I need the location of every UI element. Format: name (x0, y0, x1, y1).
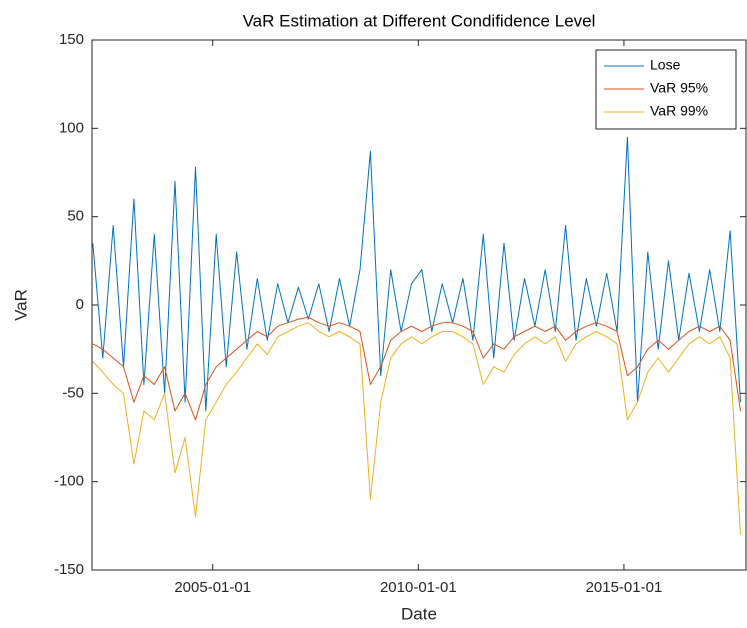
legend-label: VaR 95% (650, 80, 708, 96)
y-tick-label: 50 (67, 208, 84, 225)
legend-box (595, 49, 737, 130)
series-line (92, 322, 741, 535)
x-tick-label: 2005-01-01 (174, 579, 251, 596)
series-line (92, 316, 741, 421)
y-tick-label: -50 (62, 384, 84, 401)
legend-label: VaR 99% (650, 103, 708, 119)
chart-title: VaR Estimation at Different Condifidence… (243, 11, 596, 30)
y-tick-label: -150 (54, 561, 84, 578)
legend-label: Lose (650, 57, 681, 73)
lines (92, 136, 741, 535)
x-axis-label: Date (401, 604, 437, 623)
series-line (92, 136, 741, 412)
y-axis-label: VaR (11, 289, 30, 321)
y-tick-label: 0 (76, 296, 84, 313)
x-tick-label: 2015-01-01 (586, 579, 663, 596)
y-tick-label: 100 (59, 119, 84, 136)
y-tick-label: -100 (54, 473, 84, 490)
y-tick-label: 150 (59, 31, 84, 48)
x-tick-label: 2010-01-01 (380, 579, 457, 596)
